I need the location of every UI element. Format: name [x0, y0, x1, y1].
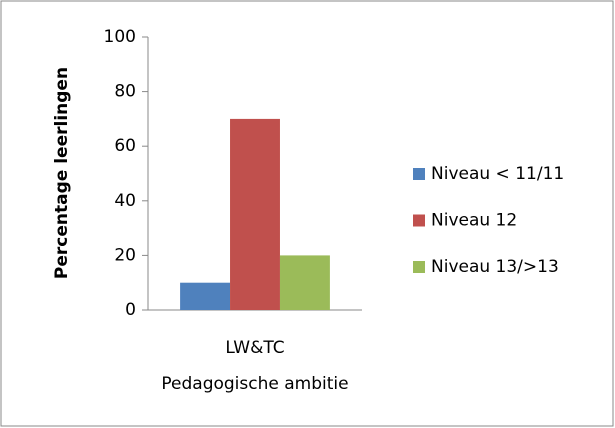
legend-label: Niveau 13/>13: [431, 257, 559, 277]
bar: [180, 282, 231, 310]
legend-label: Niveau 12: [431, 211, 517, 231]
legend-swatch: [413, 168, 425, 180]
y-axis-label: Percentage leerlingen: [52, 67, 72, 279]
y-tick-label: 60: [114, 136, 136, 156]
bar: [230, 118, 280, 311]
y-tick-label: 80: [114, 82, 136, 102]
x-tick-label: LW&TC: [225, 338, 284, 358]
x-axis-label: Pedagogische ambitie: [161, 374, 348, 394]
legend-swatch: [413, 261, 425, 273]
bar: [279, 255, 330, 310]
y-tick-label: 100: [104, 27, 136, 47]
legend-label: Niveau < 11/11: [431, 164, 564, 184]
legend-swatch: [413, 214, 425, 227]
y-tick-label: 20: [114, 245, 136, 265]
y-tick-label: 0: [125, 300, 136, 320]
y-tick-label: 40: [114, 191, 136, 211]
